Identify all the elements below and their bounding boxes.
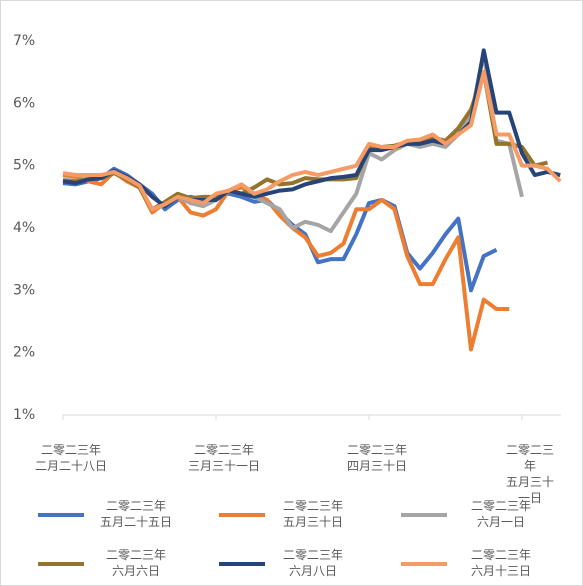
x-tick-label: 二零二三年 三月三十一日 (187, 443, 261, 473)
series-line (62, 169, 510, 352)
x-tick-label: 二零二三年 四月三十日 (346, 443, 408, 473)
series-line (62, 166, 498, 293)
legend-label: 二零二三年 五月三十日 (282, 499, 344, 529)
legend-label: 二零二三年 六月八日 (282, 548, 344, 578)
x-tick-label: 二零二三年 二月二十八日 (34, 443, 108, 473)
legend-label: 二零二三年 五月二十五日 (99, 499, 173, 529)
series-line (62, 51, 524, 234)
legend-label: 二零二三年 六月十三日 (470, 548, 532, 578)
legend-label: 二零二三年 六月六日 (105, 548, 167, 578)
y-tick-label: 4% (13, 220, 35, 236)
y-tick-label: 5% (13, 158, 35, 174)
legend-label: 二零二三年 六月一日 (470, 499, 532, 529)
series-line (62, 70, 562, 212)
y-tick-label: 6% (13, 95, 35, 111)
series-line (62, 48, 561, 209)
x-tick-label: 二零二三年 五月三十一日 (505, 443, 554, 505)
y-tick-label: 1% (13, 407, 35, 423)
y-tick-label: 7% (13, 33, 35, 49)
y-tick-label: 3% (13, 282, 35, 298)
y-tick-label: 2% (13, 345, 35, 361)
